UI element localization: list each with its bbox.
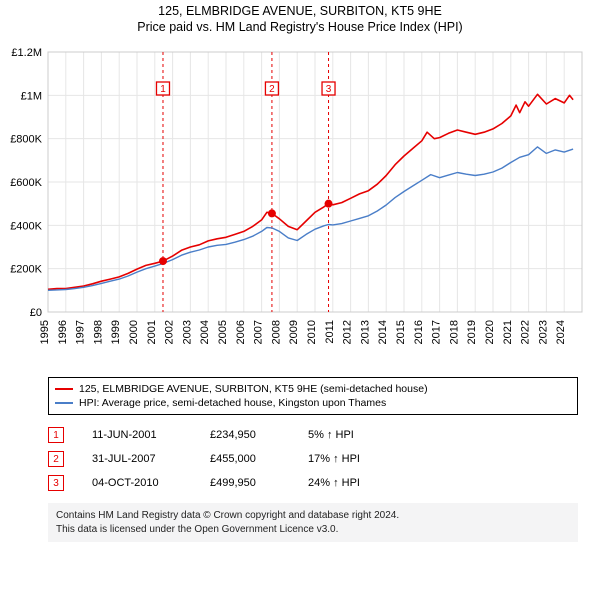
- x-tick-label: 2004: [199, 320, 211, 344]
- sale-dot: [325, 200, 333, 208]
- x-tick-label: 1996: [57, 320, 69, 344]
- sale-dot: [268, 209, 276, 217]
- series-price_paid: [48, 94, 573, 289]
- sale-row: 2 31-JUL-2007 £455,000 17% ↑ HPI: [48, 447, 578, 471]
- sale-row: 1 11-JUN-2001 £234,950 5% ↑ HPI: [48, 423, 578, 447]
- x-tick-label: 2001: [146, 320, 158, 344]
- x-tick-label: 2000: [128, 320, 140, 344]
- legend-swatch: [55, 388, 73, 390]
- legend-swatch: [55, 402, 73, 404]
- legend-label: 125, ELMBRIDGE AVENUE, SURBITON, KT5 9HE…: [79, 383, 428, 395]
- x-tick-label: 2023: [537, 320, 549, 344]
- title-block: 125, ELMBRIDGE AVENUE, SURBITON, KT5 9HE…: [0, 0, 600, 36]
- sale-diff: 24% ↑ HPI: [308, 477, 360, 489]
- x-tick-label: 2009: [288, 320, 300, 344]
- x-tick-label: 2018: [448, 320, 460, 344]
- x-tick-label: 1995: [39, 320, 51, 344]
- title-address: 125, ELMBRIDGE AVENUE, SURBITON, KT5 9HE: [0, 4, 600, 18]
- y-tick-label: £600K: [10, 177, 42, 189]
- y-tick-label: £400K: [10, 220, 42, 232]
- sale-price: £455,000: [210, 453, 280, 465]
- chart-container: 125, ELMBRIDGE AVENUE, SURBITON, KT5 9HE…: [0, 0, 600, 542]
- sale-row-marker: 2: [48, 451, 64, 467]
- x-tick-label: 1999: [110, 320, 122, 344]
- x-tick-label: 1997: [75, 320, 87, 344]
- x-tick-label: 2002: [164, 320, 176, 344]
- y-tick-label: £800K: [10, 134, 42, 146]
- x-tick-label: 2010: [306, 320, 318, 344]
- title-subtitle: Price paid vs. HM Land Registry's House …: [0, 20, 600, 34]
- sale-date: 11-JUN-2001: [92, 429, 182, 441]
- sale-row-marker: 3: [48, 475, 64, 491]
- sale-diff: 5% ↑ HPI: [308, 429, 354, 441]
- x-tick-label: 2014: [377, 320, 389, 344]
- sale-row-marker: 1: [48, 427, 64, 443]
- chart: £0 £200K £400K £600K £800K £1M £1.2M 1995 1996 19…: [0, 36, 600, 371]
- x-tick-label: 2015: [395, 320, 407, 344]
- attribution-line1: Contains HM Land Registry data © Crown c…: [56, 509, 570, 523]
- sale-dot: [159, 257, 167, 265]
- attribution-line2: This data is licensed under the Open Gov…: [56, 523, 570, 537]
- x-tick-label: 2019: [466, 320, 478, 344]
- attribution: Contains HM Land Registry data © Crown c…: [48, 503, 578, 542]
- y-tick-label: £200K: [10, 264, 42, 276]
- chart-svg: £0 £200K £400K £600K £800K £1M £1.2M 1995 1996 19…: [0, 36, 600, 366]
- x-tick-label: 2007: [253, 320, 265, 344]
- x-tick-label: 1998: [92, 320, 104, 344]
- x-tick-label: 2016: [413, 320, 425, 344]
- legend: 125, ELMBRIDGE AVENUE, SURBITON, KT5 9HE…: [48, 377, 578, 415]
- y-tick-label: £0: [30, 307, 42, 319]
- x-tick-label: 2022: [520, 320, 532, 344]
- sale-marker-number: 2: [269, 84, 275, 95]
- y-tick-label: £1M: [21, 90, 42, 102]
- x-tick-label: 2024: [555, 320, 567, 344]
- x-tick-label: 2017: [431, 320, 443, 344]
- x-tick-label: 2012: [342, 320, 354, 344]
- sale-marker-number: 3: [326, 84, 332, 95]
- x-tick-label: 2006: [235, 320, 247, 344]
- sale-diff: 17% ↑ HPI: [308, 453, 360, 465]
- x-tick-label: 2008: [270, 320, 282, 344]
- x-tick-label: 2011: [324, 320, 336, 344]
- legend-label: HPI: Average price, semi-detached house,…: [79, 397, 386, 409]
- sale-date: 31-JUL-2007: [92, 453, 182, 465]
- x-tick-label: 2020: [484, 320, 496, 344]
- legend-item: HPI: Average price, semi-detached house,…: [55, 396, 571, 410]
- sale-price: £234,950: [210, 429, 280, 441]
- x-tick-label: 2003: [181, 320, 193, 344]
- x-tick-label: 2021: [502, 320, 514, 344]
- sale-marker-number: 1: [160, 84, 166, 95]
- x-tick-label: 2005: [217, 320, 229, 344]
- sales-table: 1 11-JUN-2001 £234,950 5% ↑ HPI 2 31-JUL-2007…: [48, 423, 578, 495]
- sale-row: 3 04-OCT-2010 £499,950 24% ↑ HPI: [48, 471, 578, 495]
- legend-item: 125, ELMBRIDGE AVENUE, SURBITON, KT5 9HE…: [55, 382, 571, 396]
- sale-date: 04-OCT-2010: [92, 477, 182, 489]
- x-tick-label: 2013: [359, 320, 371, 344]
- sale-price: £499,950: [210, 477, 280, 489]
- y-tick-label: £1.2M: [11, 47, 42, 59]
